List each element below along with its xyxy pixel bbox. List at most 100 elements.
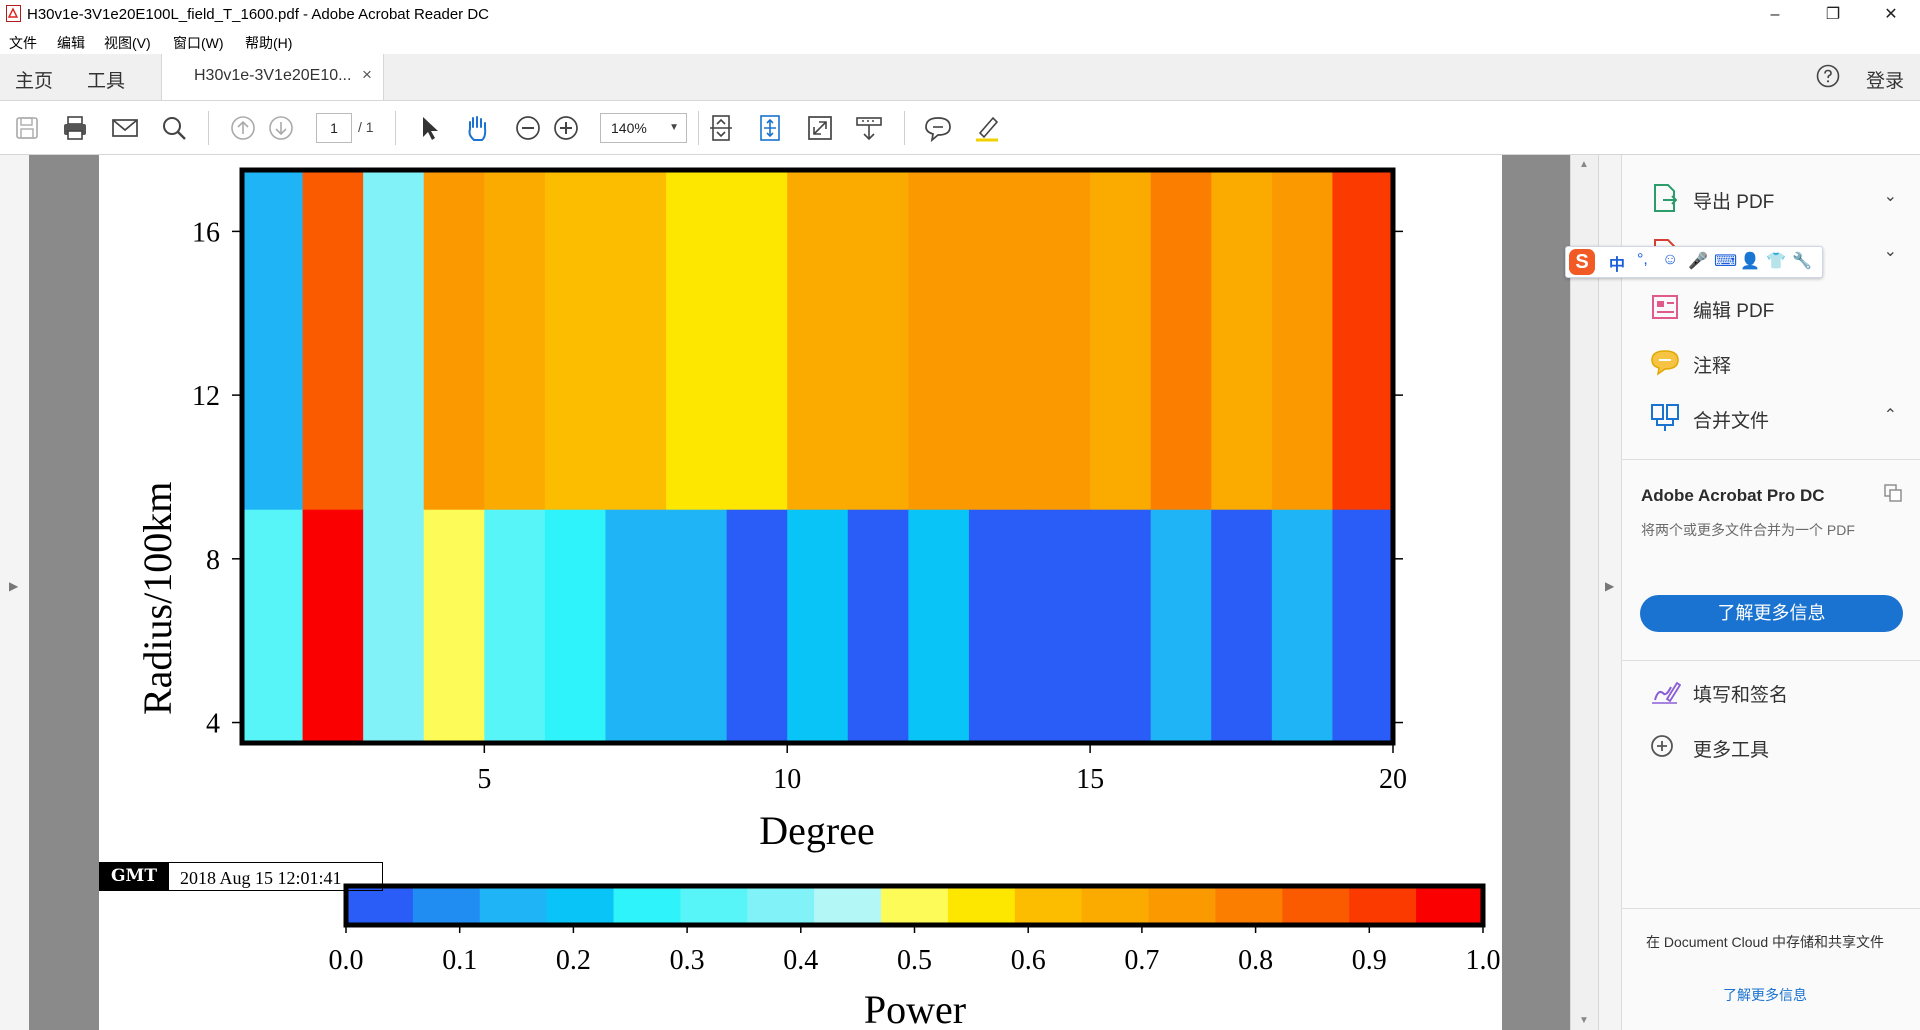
zoom-in-icon[interactable] [551,113,581,143]
panel-divider [1621,908,1920,909]
comment-icon[interactable] [923,113,953,143]
heatmap-cell [302,509,364,744]
login-link[interactable]: 登录 [1866,71,1905,92]
menu-help[interactable]: 帮助(H) [245,35,293,51]
tool-fill-sign[interactable]: 填写和签名 [1649,673,1911,709]
colorbar-swatch [1416,886,1484,925]
tool-more-tools[interactable]: 更多工具 [1649,728,1911,764]
acrobat-app-icon [6,5,21,22]
x-axis-label: Degree [759,808,874,853]
heatmap-cell [908,509,970,744]
toolbar-separator [395,111,396,145]
settings-wrench-icon[interactable]: 🔧 [1792,253,1812,270]
scroll-down-icon[interactable]: ▼ [1579,1015,1589,1026]
heatmap-cell [423,170,485,511]
tool-combine-files[interactable]: 合并文件 ⌃ [1649,399,1911,435]
tool-label: 合并文件 [1693,411,1770,432]
tab-tools[interactable]: 工具 [87,71,126,92]
tool-export-pdf[interactable]: 导出 PDF ⌄ [1649,180,1911,216]
previous-page-icon[interactable] [228,113,258,143]
fit-page-icon[interactable] [755,113,785,143]
vertical-scrollbar[interactable]: ▲ ▼ [1570,155,1599,1030]
highlight-icon[interactable] [972,113,1002,143]
colorbar-tick-label: 0.5 [897,945,932,976]
colorbar-swatch [881,886,949,925]
heatmap-cell [1029,170,1091,511]
menu-view[interactable]: 视图(V) [104,35,151,51]
keyboard-icon[interactable]: ⌨ [1714,253,1738,270]
email-icon[interactable] [110,113,140,143]
toolbar-separator [904,111,905,145]
sogou-logo-icon[interactable]: S [1569,249,1595,275]
colorbar-swatch [546,886,615,925]
save-icon[interactable] [12,113,42,143]
colorbar-swatch [346,886,414,925]
search-icon[interactable] [159,113,189,143]
next-page-icon[interactable] [266,113,296,143]
chevron-down-icon[interactable]: ⌄ [1883,243,1897,260]
timestamp-text: 2018 Aug 15 12:01:41 [180,868,342,888]
heatmap-cell [787,509,849,744]
ime-toolbar[interactable]: S 中 °, ☺ 🎤 ⌨ 👤 👕 🔧 [1565,246,1823,278]
colorbar-swatch [479,886,548,925]
full-screen-icon[interactable] [805,113,835,143]
zoom-level-select[interactable]: 140% ▼ [600,113,687,143]
select-cursor-icon[interactable] [414,113,444,143]
tool-comment[interactable]: 注释 [1649,344,1911,380]
print-icon[interactable] [60,113,90,143]
ime-punctuation-toggle[interactable]: °, [1637,251,1648,268]
tab-close-button[interactable]: × [362,65,372,84]
restore-button[interactable]: ❐ [1825,6,1841,23]
help-icon[interactable] [1816,64,1840,88]
title-bar: H30v1e-3V1e20E100L_field_T_1600.pdf - Ad… [0,0,1920,29]
heatmap-cell [242,509,304,744]
gmt-logo: GMT [99,862,169,891]
colorbar-swatch [1215,886,1283,925]
learn-more-button[interactable]: 了解更多信息 [1640,595,1903,632]
colorbar-swatch [747,886,815,925]
emoji-icon[interactable]: ☺ [1662,251,1679,268]
promo-description: 将两个或更多文件合并为一个 PDF [1641,522,1855,538]
combine-files-icon [1651,404,1679,431]
menu-file[interactable]: 文件 [9,35,37,51]
microphone-icon[interactable]: 🎤 [1688,253,1708,270]
tools-pane: ▶ 导出 PDF ⌄ ⌄ 编辑 PDF 注释 合并文件 ⌃ Adobe Acro… [1598,155,1920,1030]
ime-mode-toggle[interactable]: 中 [1609,257,1626,274]
scroll-up-icon[interactable]: ▲ [1579,159,1589,170]
zoom-out-icon[interactable] [513,113,543,143]
heatmap-cell [544,170,606,511]
document-cloud-link[interactable]: 了解更多信息 [1723,987,1807,1003]
copy-icon[interactable] [1883,483,1903,503]
chevron-down-icon[interactable]: ⌄ [1883,188,1897,205]
close-window-button[interactable]: ✕ [1884,6,1898,23]
tool-edit-pdf[interactable]: 编辑 PDF [1649,289,1911,325]
tools-pane-toggle[interactable]: ▶ [1599,155,1622,1030]
menu-window[interactable]: 窗口(W) [173,35,224,51]
tab-document[interactable]: H30v1e-3V1e20E10... × [161,54,384,100]
heatmap-cell [1090,509,1152,744]
tab-home[interactable]: 主页 [15,71,54,92]
minimize-button[interactable]: – [1770,6,1780,23]
colorbar-tick-label: 0.6 [1011,945,1046,976]
colorbar-swatch [1081,886,1150,925]
scroll-mode-icon[interactable] [706,113,736,143]
document-area[interactable]: ▶ 5 10 15 20 4 8 12 16 Radius/100km Degree 0.0 0… [0,155,1599,1030]
colorbar-swatch [680,886,748,925]
menu-edit[interactable]: 编辑 [57,35,85,51]
colorbar-swatch [1014,886,1083,925]
heatmap-cell [726,509,788,744]
page-margin-right [1502,155,1570,1030]
chevron-up-icon[interactable]: ⌃ [1883,407,1897,424]
heatmap-cell [1090,170,1152,511]
left-panel-toggle[interactable]: ▶ [0,155,30,1030]
page-number-input[interactable]: 1 [316,113,352,143]
window-title: H30v1e-3V1e20E100L_field_T_1600.pdf - Ad… [27,6,489,23]
zoom-level-value: 140% [611,120,647,136]
hand-tool-icon[interactable] [462,113,492,143]
tab-bar: 主页 工具 H30v1e-3V1e20E10... × 登录 [0,54,1920,101]
skin-icon[interactable]: 👕 [1766,253,1786,270]
read-mode-icon[interactable] [854,113,884,143]
user-icon[interactable]: 👤 [1740,253,1760,270]
heatmap-cell [847,509,909,744]
heatmap-cell [1271,170,1333,511]
